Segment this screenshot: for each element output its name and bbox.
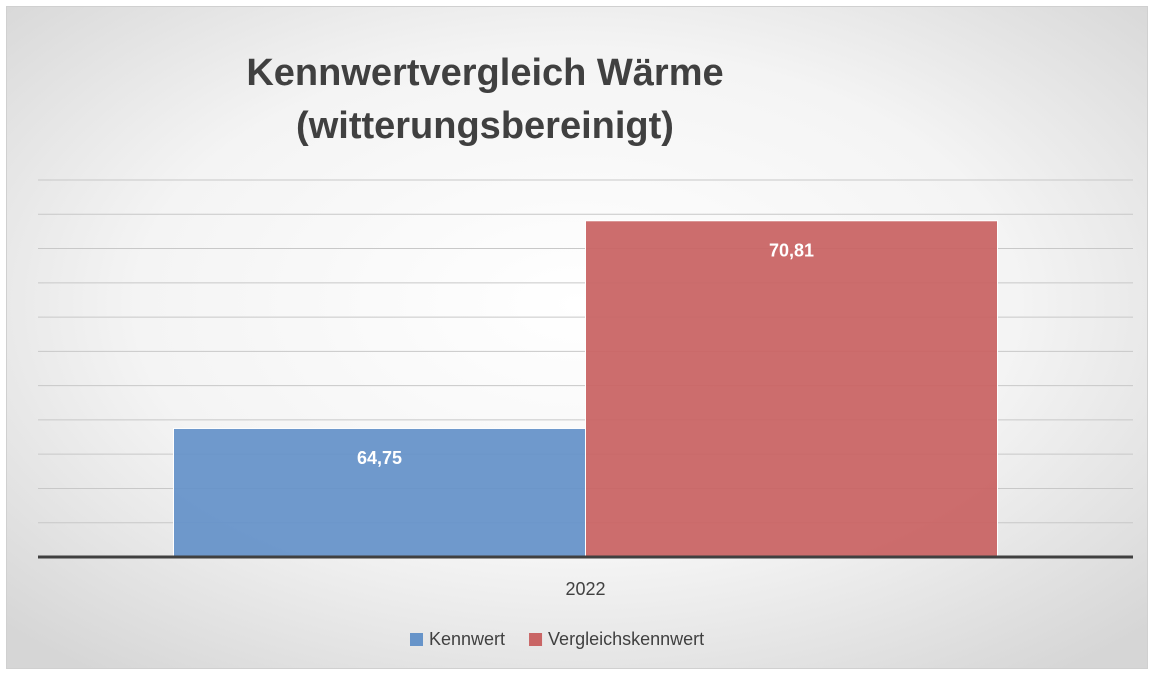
legend-label: Vergleichskennwert [548,629,704,649]
bar [173,427,586,558]
data-label: 70,81 [769,241,814,261]
x-tick-label: 2022 [565,579,605,599]
data-label: 64,75 [357,448,402,468]
chart-title: Kennwertvergleich Wärme [246,52,723,94]
bar [585,220,998,558]
legend-swatch [410,633,423,646]
chart-title: (witterungsbereinigt) [296,105,674,147]
legend-swatch [529,633,543,646]
legend-label: Kennwert [429,629,505,649]
